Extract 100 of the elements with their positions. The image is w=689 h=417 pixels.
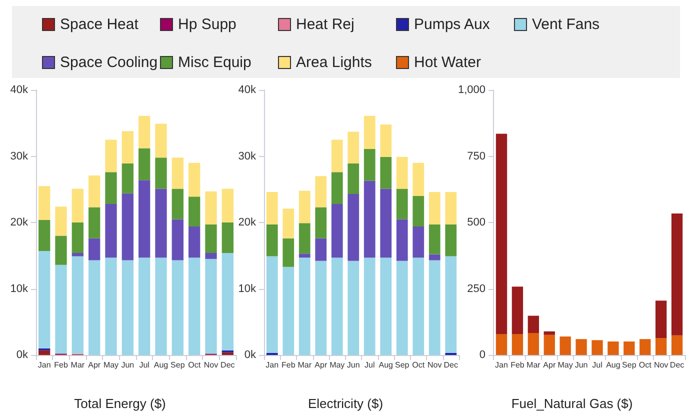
bar xyxy=(138,258,150,355)
bar xyxy=(576,339,587,355)
bar xyxy=(655,300,667,338)
x-tick-label: May xyxy=(558,360,573,370)
bar xyxy=(348,194,360,261)
bar xyxy=(38,250,50,348)
bar xyxy=(671,213,683,336)
bar xyxy=(298,223,310,254)
x-tick-label: Aug xyxy=(154,360,168,370)
bar xyxy=(222,222,234,253)
bar xyxy=(138,180,150,258)
x-tick-label: Feb xyxy=(281,360,296,370)
bar xyxy=(222,252,234,350)
bar xyxy=(38,350,50,355)
y-tick-label: 0k xyxy=(244,349,256,361)
bar xyxy=(331,204,343,258)
bar xyxy=(512,286,524,334)
bar xyxy=(560,336,571,355)
x-tick-label: Aug xyxy=(606,360,620,370)
x-tick-label: Sep xyxy=(622,360,637,370)
bar xyxy=(608,341,619,355)
bar xyxy=(282,238,294,267)
x-tick-label: Jan xyxy=(38,360,51,370)
bar xyxy=(364,116,376,149)
bar xyxy=(364,180,376,258)
bar xyxy=(412,258,424,355)
x-tick-label: Apr xyxy=(543,360,556,370)
y-tick-label: 1,000 xyxy=(458,84,486,96)
x-axis-title: Electricity ($) xyxy=(308,396,384,411)
bar xyxy=(331,258,343,355)
bar xyxy=(172,188,184,220)
bar xyxy=(138,148,150,180)
bar xyxy=(331,172,343,204)
y-tick-label: 750 xyxy=(467,150,486,162)
bar xyxy=(528,316,539,334)
bar xyxy=(544,334,555,355)
y-tick-label: 10k xyxy=(10,282,28,295)
bar xyxy=(266,224,278,256)
x-tick-label: Apr xyxy=(88,360,101,370)
bar xyxy=(528,333,539,355)
bar xyxy=(172,260,184,355)
y-tick-label: 30k xyxy=(10,150,28,162)
bar xyxy=(315,207,327,238)
bar xyxy=(298,254,310,258)
bar xyxy=(412,162,424,196)
bar xyxy=(266,256,278,354)
bar xyxy=(496,134,508,334)
legend-label: Space Cooling xyxy=(59,52,159,72)
bar xyxy=(348,164,360,194)
bar xyxy=(105,204,117,258)
bar xyxy=(331,140,343,172)
legend-label: Space Heat xyxy=(59,14,140,34)
bar xyxy=(412,226,424,258)
bar xyxy=(380,156,392,189)
bar xyxy=(122,193,134,260)
bar xyxy=(122,131,134,164)
bar xyxy=(428,260,440,355)
bar xyxy=(496,334,508,355)
bar xyxy=(396,219,408,261)
x-tick-label: Sep xyxy=(170,360,186,370)
x-tick-label: Jun xyxy=(574,360,588,370)
x-tick-label: Mar xyxy=(298,360,312,370)
x-tick-label: Dec xyxy=(444,360,458,370)
y-tick-label: 250 xyxy=(467,282,486,295)
bar xyxy=(412,196,424,226)
x-tick-label: Jul xyxy=(364,360,375,370)
x-tick-label: Mar xyxy=(70,360,85,370)
bar xyxy=(445,192,457,224)
legend-label: Hp Supp xyxy=(177,14,238,34)
bar xyxy=(38,220,50,251)
bar xyxy=(55,264,67,354)
bar xyxy=(512,334,524,355)
x-tick-label: Oct xyxy=(412,360,426,370)
bar xyxy=(222,352,234,355)
x-tick-label: Nov xyxy=(204,360,218,370)
bar xyxy=(428,192,440,224)
bar xyxy=(72,256,84,354)
legend-label: Area Lights xyxy=(295,52,373,72)
bar xyxy=(364,258,376,355)
legend-label: Hot Water xyxy=(413,52,482,72)
bar xyxy=(188,226,200,258)
x-tick-label: Jan xyxy=(266,360,279,370)
bar xyxy=(205,258,217,354)
bar xyxy=(72,252,84,256)
bar xyxy=(205,191,217,224)
x-tick-label: Dec xyxy=(670,360,684,370)
bar xyxy=(55,206,67,236)
bar xyxy=(282,208,294,238)
legend-label: Misc Equip xyxy=(177,52,252,72)
bar xyxy=(122,260,134,355)
bar xyxy=(592,340,603,355)
bar xyxy=(205,224,217,253)
bar xyxy=(544,331,555,335)
bar xyxy=(380,258,392,355)
x-tick-label: May xyxy=(330,360,345,370)
bar xyxy=(266,192,278,224)
x-tick-label: Nov xyxy=(428,360,442,370)
x-tick-label: Dec xyxy=(220,360,235,370)
bar xyxy=(122,164,134,194)
bar xyxy=(445,224,457,256)
